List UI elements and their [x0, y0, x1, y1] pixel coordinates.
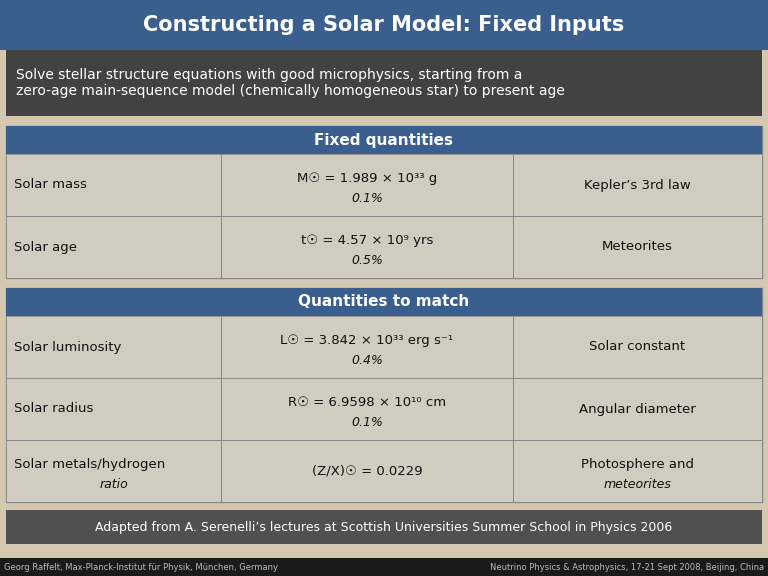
FancyBboxPatch shape	[6, 126, 762, 154]
Text: Photosphere and: Photosphere and	[581, 458, 694, 471]
Text: 0.1%: 0.1%	[351, 416, 383, 429]
Text: Solar mass: Solar mass	[14, 179, 87, 191]
Text: Solar constant: Solar constant	[589, 340, 685, 354]
FancyBboxPatch shape	[6, 288, 762, 502]
Text: Adapted from A. Serenelli’s lectures at Scottish Universities Summer School in P: Adapted from A. Serenelli’s lectures at …	[95, 521, 673, 533]
Text: M☉ = 1.989 × 10³³ g: M☉ = 1.989 × 10³³ g	[297, 172, 437, 185]
Text: ratio: ratio	[99, 478, 128, 491]
FancyBboxPatch shape	[0, 558, 768, 576]
Text: t☉ = 4.57 × 10⁹ yrs: t☉ = 4.57 × 10⁹ yrs	[301, 234, 433, 247]
FancyBboxPatch shape	[6, 440, 762, 502]
FancyBboxPatch shape	[6, 216, 762, 278]
FancyBboxPatch shape	[6, 316, 762, 378]
Text: Georg Raffelt, Max-Planck-Institut für Physik, München, Germany: Georg Raffelt, Max-Planck-Institut für P…	[4, 563, 278, 571]
FancyBboxPatch shape	[6, 288, 762, 316]
FancyBboxPatch shape	[6, 510, 762, 544]
Text: (Z/X)☉ = 0.0229: (Z/X)☉ = 0.0229	[312, 464, 422, 478]
Text: 0.5%: 0.5%	[351, 254, 383, 267]
Text: Constructing a Solar Model: Fixed Inputs: Constructing a Solar Model: Fixed Inputs	[144, 15, 624, 35]
FancyBboxPatch shape	[6, 50, 762, 116]
Text: Fixed quantities: Fixed quantities	[315, 132, 453, 147]
Text: 0.4%: 0.4%	[351, 354, 383, 367]
Text: Angular diameter: Angular diameter	[579, 403, 696, 415]
Text: Solar radius: Solar radius	[14, 403, 94, 415]
Text: Solar luminosity: Solar luminosity	[14, 340, 121, 354]
Text: L☉ = 3.842 × 10³³ erg s⁻¹: L☉ = 3.842 × 10³³ erg s⁻¹	[280, 334, 454, 347]
Text: Quantities to match: Quantities to match	[299, 294, 469, 309]
FancyBboxPatch shape	[6, 126, 762, 278]
Text: Meteorites: Meteorites	[602, 241, 673, 253]
FancyBboxPatch shape	[0, 0, 768, 50]
Text: Neutrino Physics & Astrophysics, 17-21 Sept 2008, Beijing, China: Neutrino Physics & Astrophysics, 17-21 S…	[490, 563, 764, 571]
Text: Solve stellar structure equations with good microphysics, starting from a
zero-a: Solve stellar structure equations with g…	[16, 68, 565, 98]
Text: R☉ = 6.9598 × 10¹⁰ cm: R☉ = 6.9598 × 10¹⁰ cm	[288, 396, 446, 410]
Text: meteorites: meteorites	[604, 478, 671, 491]
FancyBboxPatch shape	[6, 154, 762, 216]
Text: 0.1%: 0.1%	[351, 192, 383, 205]
FancyBboxPatch shape	[6, 378, 762, 440]
Text: Solar metals/hydrogen: Solar metals/hydrogen	[14, 458, 165, 471]
Text: Solar age: Solar age	[14, 241, 77, 253]
Text: Kepler’s 3rd law: Kepler’s 3rd law	[584, 179, 690, 191]
